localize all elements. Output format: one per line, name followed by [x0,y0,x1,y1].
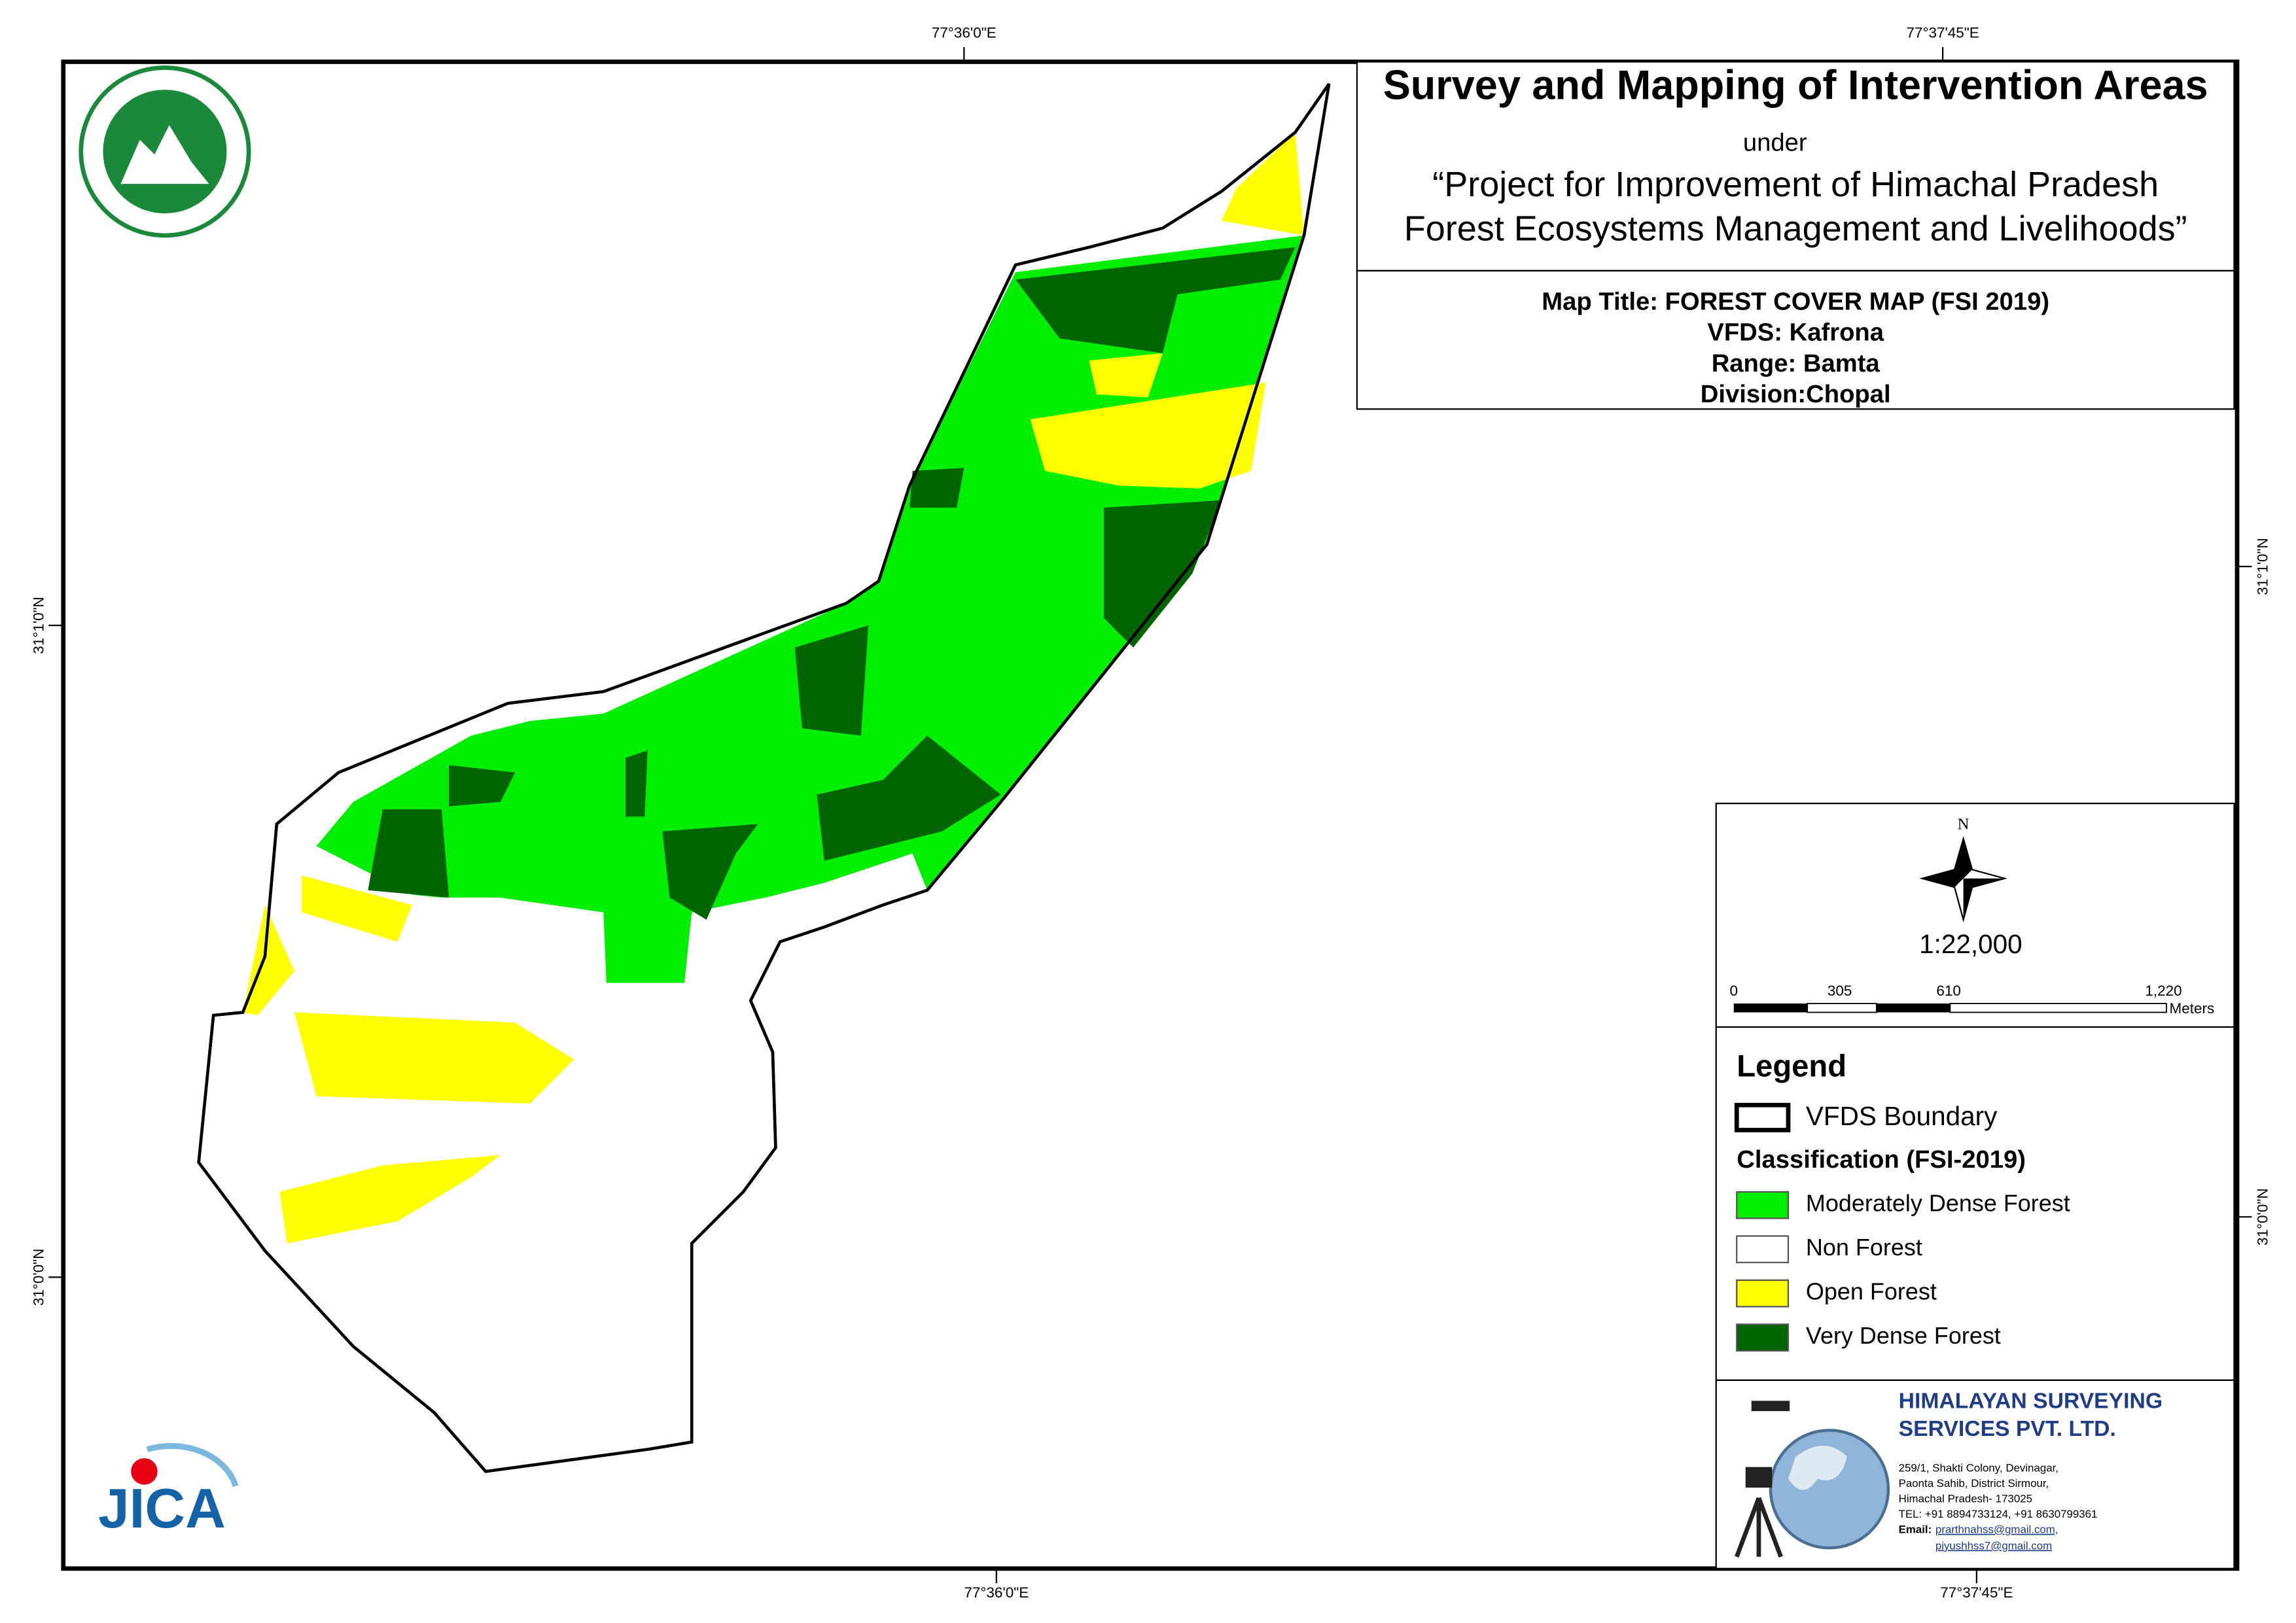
very-dense-forest [910,468,964,508]
grid-label: 77°37'45"E [1906,25,1979,41]
company-address: 259/1, Shakti Colony, Devinagar, Paonta S… [1899,1461,2098,1552]
compass-fill [1963,878,2005,920]
compass-fill [1922,839,1973,888]
address-line: Paonta Sahib, District Sirmour, [1899,1477,2049,1490]
open-forest [1221,132,1304,236]
company-name: HIMALAYAN SURVEYING [1899,1389,2163,1414]
map-frame [61,60,2240,1571]
legend-label: Moderately Dense Forest [1806,1190,2070,1217]
subtitle: under [1743,129,1807,157]
scale-segment [1733,1003,1808,1013]
map-info-box [1356,270,2235,410]
scale-bar: 0 305 610 1,220 Meters [1729,983,2214,1017]
very-dense-forest [817,735,1001,861]
very-dense-forest [625,750,648,817]
map-layer [197,82,1331,1473]
forest-department-logo [79,65,251,238]
email-label: Email: [1899,1524,1932,1536]
scale-label: 0 [1729,983,1738,999]
legend-subtitle: Classification (FSI-2019) [1737,1145,2026,1174]
grid-label: 31°1'0"N [2254,538,2270,595]
legend-label: Non Forest [1806,1234,1922,1261]
legend-label: Very Dense Forest [1806,1322,2001,1349]
scale-box [1715,803,2235,1028]
project-line: Forest Ecosystems Management and Livelih… [1404,209,2187,248]
very-dense-forest [794,625,869,736]
very-dense-forest [662,824,758,920]
grid-label: 31°0'0"N [31,1249,47,1306]
map-info: Map Title: FOREST COVER MAP (FSI 2019) V… [1542,287,2049,408]
grid-label: 77°36'0"E [964,1584,1029,1601]
open-forest [243,905,294,1016]
title-box [1356,61,2235,271]
email: piyushhss7@gmail.com [1935,1539,2052,1552]
address-line: 259/1, Shakti Colony, Devinagar, [1899,1461,2058,1474]
scale-unit: Meters [2170,1000,2215,1017]
scale-label: 305 [1828,983,1852,999]
tripod-leg [1735,1497,1761,1558]
graticule-ticks [48,46,2252,1584]
north-arrow [1919,836,2007,923]
legend-label: Open Forest [1806,1278,1937,1305]
scale-segment [1949,1003,2167,1013]
north-label: N [1958,816,1969,833]
legend-swatch [1736,1279,1790,1308]
jica-logo: JICA [98,1442,239,1540]
grid-label: 31°0'0"N [2254,1188,2270,1246]
company-logo [1735,1401,1890,1558]
tripod-leg [1756,1497,1783,1558]
legend-classes: Moderately Dense Forest Non Forest Open Fo… [1736,1190,2070,1352]
legend-swatch [1736,1191,1790,1219]
very-dense-forest [1016,247,1296,353]
address-line: TEL: +91 8894733124, +91 8630799361 [1899,1508,2098,1520]
range: Range: Bamta [1712,349,1881,377]
vfds: VFDS: Kafrona [1707,319,1884,347]
grid-label: 77°36'0"E [932,25,997,41]
logo-mountain [120,125,209,184]
very-dense-forest [368,809,450,898]
boundary-swatch [1734,1102,1791,1132]
globe-land [1788,1445,1847,1490]
company-name: SERVICES PVT. LTD. [1899,1416,2116,1441]
jica-dot [131,1458,158,1485]
camera [1745,1467,1773,1488]
address-line: Himachal Pradesh- 173025 [1899,1493,2032,1505]
open-forest [302,875,412,942]
very-dense-forest [1104,500,1222,648]
drone [1751,1401,1790,1412]
scale-segment [1876,1003,1951,1013]
grid-labels: 77°36'0"E 77°37'45"E 77°36'0"E 77°37'45"… [31,25,2271,1601]
project-line: “Project for Improvement of Himachal Pra… [1432,165,2159,204]
open-forest [279,1155,501,1244]
scale-label: 1,220 [2145,983,2181,999]
legend-swatch [1736,1235,1790,1264]
vfds-boundary [197,82,1331,1473]
open-forest [1030,382,1266,489]
scale-segment [1807,1003,1877,1013]
jica-text: JICA [98,1478,226,1540]
map-title: Map Title: FOREST COVER MAP (FSI 2019) [1542,287,2049,315]
grid-label: 77°37'45"E [1940,1584,2013,1601]
open-forest [294,1012,574,1104]
title: Survey and Mapping of Intervention Areas [1383,63,2208,109]
scale-label: 610 [1936,983,1961,999]
very-dense-forest [449,765,516,807]
legend-label: VFDS Boundary [1806,1101,1998,1131]
jica-arc [146,1442,239,1488]
division: Division:Chopal [1701,380,1891,408]
grid-label: 31°1'0"N [31,597,47,654]
legend-box [1715,1026,2235,1381]
email: prarthnahss@gmail.com, [1935,1524,2058,1536]
scale-ratio: 1:22,000 [1919,929,2022,959]
legend-title: Legend [1737,1049,1846,1083]
open-forest [1089,353,1163,398]
legend-swatch [1736,1323,1790,1352]
